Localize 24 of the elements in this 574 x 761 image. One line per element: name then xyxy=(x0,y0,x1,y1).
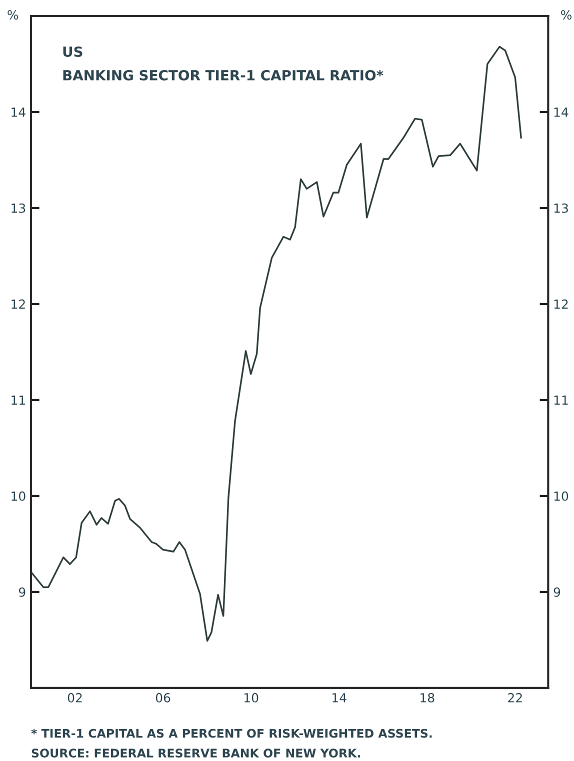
y-tick-label: 10 xyxy=(12,491,26,501)
y-tick-label: 9 xyxy=(18,587,26,597)
x-tick-label: 06 xyxy=(156,693,170,702)
y-axis-title: % xyxy=(8,10,18,20)
y2-tick-label: 11 xyxy=(554,396,568,405)
text: BANKING SECTOR TIER-1 CAPITAL RATIO* xyxy=(63,70,384,80)
source-note: SOURCE: FEDERAL RESERVE BANK OF NEW YORK. xyxy=(32,748,360,758)
y-tick-label: 11 xyxy=(12,396,25,405)
x-tick-label: 10 xyxy=(244,693,258,702)
x-tick-label: 22 xyxy=(508,693,522,702)
y-tick-label: 12 xyxy=(12,299,25,309)
y2-tick-label: 13 xyxy=(554,203,568,213)
text: US xyxy=(63,46,82,57)
y-tick-label: 13 xyxy=(12,203,26,213)
y-tick-label: 14 xyxy=(12,108,26,117)
y2-tick-label: 10 xyxy=(554,491,568,501)
text: * TIER-1 CAPITAL AS A PERCENT OF RISK-WEIGHTED ASSETS. xyxy=(31,728,432,738)
x-tick-label: 14 xyxy=(332,693,346,702)
y2-tick-label: 12 xyxy=(554,299,568,309)
y2-tick-label: 14 xyxy=(554,108,568,117)
y2-axis-title: % xyxy=(561,10,572,20)
x-tick-label: 02 xyxy=(68,693,82,702)
x-tick-label: 18 xyxy=(420,693,434,702)
y2-tick-label: 9 xyxy=(554,587,560,597)
